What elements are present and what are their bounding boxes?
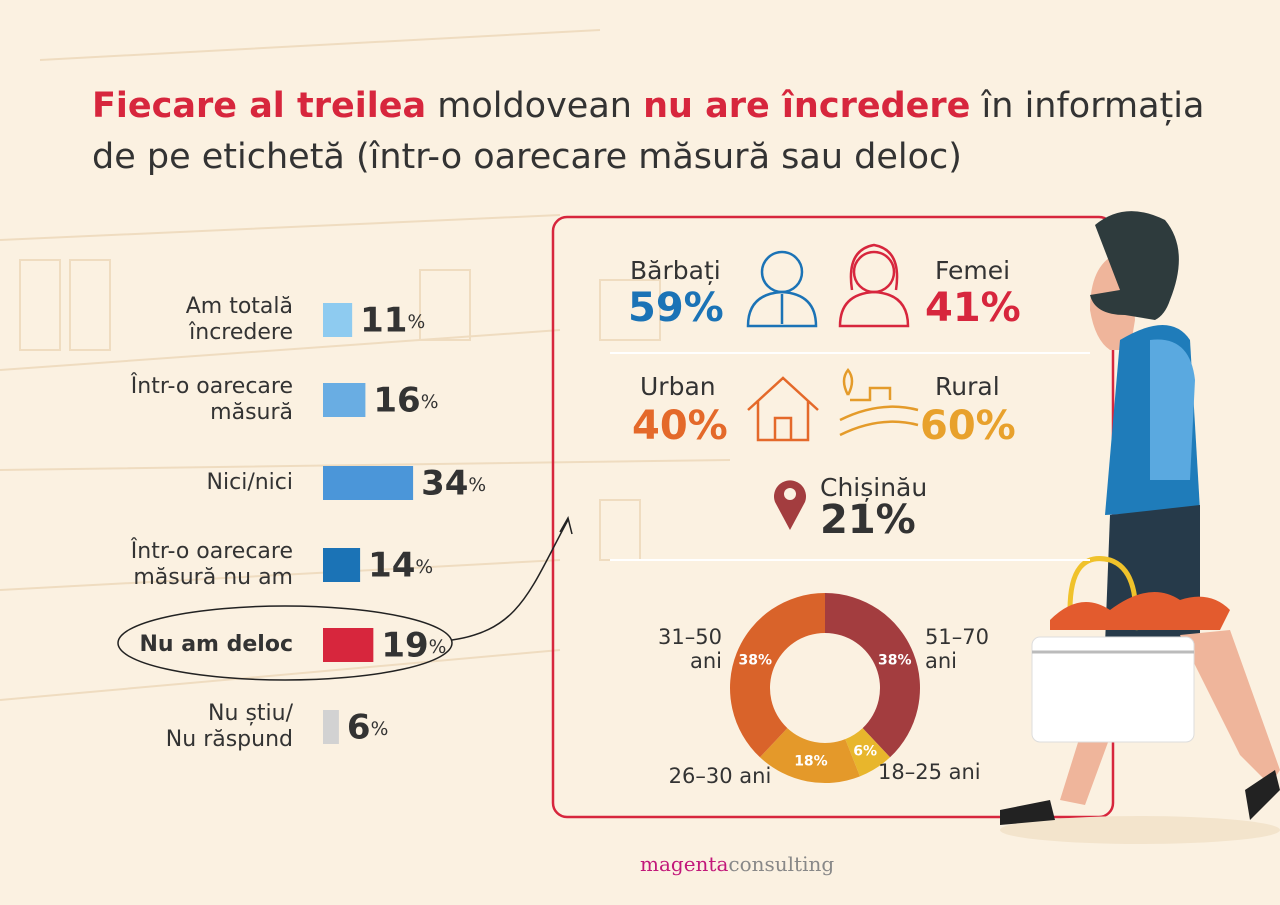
value-label: 38% bbox=[878, 652, 912, 668]
urban-icon bbox=[747, 376, 819, 442]
donut-segment bbox=[730, 593, 825, 758]
footer-brand: magenta bbox=[640, 852, 728, 876]
title-line: Fiecare al treilea moldovean nu are încr… bbox=[92, 86, 1204, 126]
pin-icon bbox=[774, 480, 806, 530]
donut-segment bbox=[845, 728, 891, 777]
value-label: 6% bbox=[853, 743, 877, 759]
footer: magentaconsulting bbox=[640, 852, 834, 876]
category-label: 51–70 ani bbox=[925, 625, 989, 673]
category-label: 18–25 ani bbox=[878, 760, 981, 784]
title-line: de pe etichetă (într-o oarecare măsură s… bbox=[92, 137, 962, 177]
women-value: 41% bbox=[925, 285, 1021, 331]
category-label: 31–50 ani bbox=[658, 625, 722, 673]
category-label: Într-o oarecare măsură bbox=[130, 373, 293, 425]
capital-value: 21% bbox=[820, 497, 916, 543]
men-value: 59% bbox=[628, 285, 724, 331]
donut-segment bbox=[825, 593, 920, 758]
urban-label: Urban bbox=[640, 372, 716, 401]
urban-value: 40% bbox=[632, 403, 728, 449]
category-label: Într-o oarecare măsură nu am bbox=[130, 538, 293, 590]
value-label: 18% bbox=[794, 754, 828, 770]
bar bbox=[323, 710, 339, 744]
title-emphasis: Fiecare al treilea bbox=[92, 86, 426, 126]
title-emphasis: nu are încredere bbox=[643, 86, 970, 126]
category-label: Am totală încredere bbox=[186, 294, 293, 345]
illustration bbox=[1000, 211, 1280, 844]
men-label: Bărbați bbox=[630, 256, 721, 285]
category-label: Nu am deloc bbox=[139, 632, 293, 657]
callout bbox=[451, 519, 569, 641]
pin-hole bbox=[784, 488, 796, 500]
footer-suffix: consulting bbox=[728, 852, 834, 876]
callout-arrow bbox=[559, 516, 573, 535]
bar bbox=[323, 548, 361, 582]
bar bbox=[323, 466, 414, 500]
category-label: 26–30 ani bbox=[669, 764, 772, 788]
rural-label: Rural bbox=[935, 372, 1000, 401]
value-label: 38% bbox=[739, 652, 773, 668]
bar bbox=[323, 303, 353, 337]
category-label: Nu știu/Nu răspund bbox=[166, 701, 294, 752]
donut-segment bbox=[759, 728, 860, 783]
women-icon bbox=[838, 243, 910, 328]
rural-value: 60% bbox=[920, 403, 1016, 449]
men-icon bbox=[746, 250, 818, 328]
shelf-sketch bbox=[0, 29, 731, 701]
rural-icon bbox=[839, 367, 919, 437]
bar bbox=[323, 628, 374, 662]
capital-label: Chișinău bbox=[820, 473, 927, 502]
category-label: Nici/nici bbox=[207, 470, 293, 495]
bar bbox=[323, 383, 366, 417]
highlight-ellipse bbox=[117, 605, 453, 681]
title-text: moldovean bbox=[437, 86, 632, 126]
women-label: Femei bbox=[935, 256, 1010, 285]
title-text: în informația bbox=[981, 86, 1205, 126]
